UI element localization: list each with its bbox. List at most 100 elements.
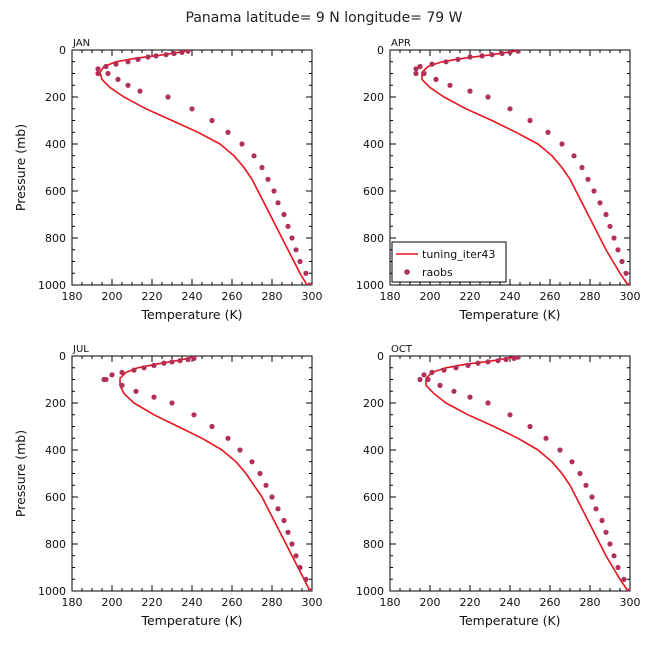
plot-data [417, 356, 630, 591]
raobs-point [103, 63, 109, 70]
raobs-point [443, 59, 449, 65]
y-tick-label: 600 [363, 491, 384, 504]
raobs-point [429, 369, 435, 375]
x-tick-label: 300 [302, 290, 323, 303]
y-axis-label: Pressure (mb) [13, 430, 28, 517]
x-tick-label: 240 [182, 290, 203, 303]
raobs-point [585, 176, 591, 182]
raobs-point [603, 211, 609, 218]
panel-jul: 180 200 220 240 260 280 300 0 200 400 600 800 1000 JU… [13, 344, 323, 628]
x-tick-label: 280 [262, 596, 283, 609]
raobs-point [209, 423, 215, 430]
figure-title: Panama latitude= 9 N longitude= 79 W [186, 10, 463, 26]
raobs-point [225, 129, 231, 135]
x-tick-label: 240 [182, 596, 203, 609]
raobs-point [101, 376, 107, 383]
raobs-point [289, 235, 295, 241]
raobs-point [507, 50, 513, 55]
raobs-point [251, 153, 257, 159]
raobs-point [265, 176, 271, 182]
raobs-point [433, 76, 439, 82]
raobs-point [169, 400, 175, 406]
raobs-point [421, 372, 427, 378]
y-tick-label: 800 [45, 232, 66, 245]
raobs-point [225, 435, 231, 441]
x-tick-label: 300 [302, 596, 323, 609]
raobs-point [583, 482, 589, 488]
x-tick-label: 180 [380, 596, 401, 609]
x-tick-label: 260 [540, 596, 561, 609]
y-tick-label: 600 [45, 185, 66, 198]
raobs-point [589, 494, 595, 500]
raobs-point [545, 129, 551, 135]
x-tick-label: 280 [580, 290, 601, 303]
x-axis-label: Temperature (K) [458, 307, 560, 322]
raobs-point [495, 358, 501, 364]
raobs-point [451, 388, 457, 394]
raobs-point [297, 258, 303, 265]
y-tick-label: 1000 [356, 585, 384, 598]
raobs-point [133, 388, 139, 394]
raobs-point [557, 447, 563, 453]
raobs-point [165, 94, 171, 100]
x-tick-label: 240 [500, 290, 521, 303]
raobs-point [275, 200, 281, 206]
raobs-point [293, 553, 299, 559]
raobs-point [577, 470, 583, 477]
raobs-point [611, 235, 617, 241]
raobs-point [485, 94, 491, 100]
panel-oct: 180 200 220 240 260 280 300 0 200 400 600 800 1000 OC… [356, 344, 641, 628]
x-tick-label: 220 [460, 290, 481, 303]
raobs-point [249, 459, 255, 465]
raobs-point [507, 106, 513, 112]
raobs-point [151, 362, 157, 368]
raobs-point [621, 576, 627, 582]
raobs-point [285, 223, 291, 229]
raobs-point [257, 470, 263, 477]
raobs-point [95, 70, 101, 77]
y-tick-label: 0 [59, 350, 66, 363]
raobs-point [447, 82, 453, 88]
y-tick-label: 200 [45, 397, 66, 410]
raobs-point [627, 282, 630, 285]
raobs-point [113, 61, 119, 67]
y-tick-label: 1000 [38, 279, 66, 292]
raobs-point [297, 564, 303, 571]
raobs-point [293, 247, 299, 253]
raobs-point [185, 50, 191, 54]
raobs-point [307, 282, 312, 285]
raobs-point [425, 376, 431, 383]
y-tick-label: 800 [363, 538, 384, 551]
raobs-point [437, 382, 443, 388]
raobs-point [95, 66, 101, 72]
series-line-tuning_iter43 [119, 356, 311, 591]
raobs-point [515, 356, 521, 360]
raobs-point [153, 53, 159, 59]
x-axis-label: Temperature (K) [140, 613, 242, 628]
x-tick-label: 200 [420, 290, 441, 303]
raobs-point [611, 553, 617, 559]
raobs-point [465, 362, 471, 368]
y-tick-label: 800 [363, 232, 384, 245]
raobs-point [507, 412, 513, 418]
raobs-point [209, 117, 215, 124]
raobs-point [455, 56, 461, 63]
raobs-point [275, 506, 281, 512]
raobs-point [527, 117, 533, 124]
raobs-point [421, 70, 427, 77]
raobs-point [105, 70, 111, 77]
y-tick-label: 400 [45, 444, 66, 457]
raobs-point [177, 358, 183, 364]
raobs-point [559, 141, 565, 147]
x-axis-label: Temperature (K) [458, 613, 560, 628]
x-tick-label: 280 [580, 596, 601, 609]
x-axis-label: Temperature (K) [140, 307, 242, 322]
panel-label: OCT [391, 344, 413, 355]
x-tick-label: 200 [102, 596, 123, 609]
raobs-point [285, 529, 291, 535]
y-tick-label: 600 [45, 491, 66, 504]
raobs-point [615, 247, 621, 253]
raobs-point [413, 66, 419, 72]
y-tick-label: 0 [377, 44, 384, 57]
